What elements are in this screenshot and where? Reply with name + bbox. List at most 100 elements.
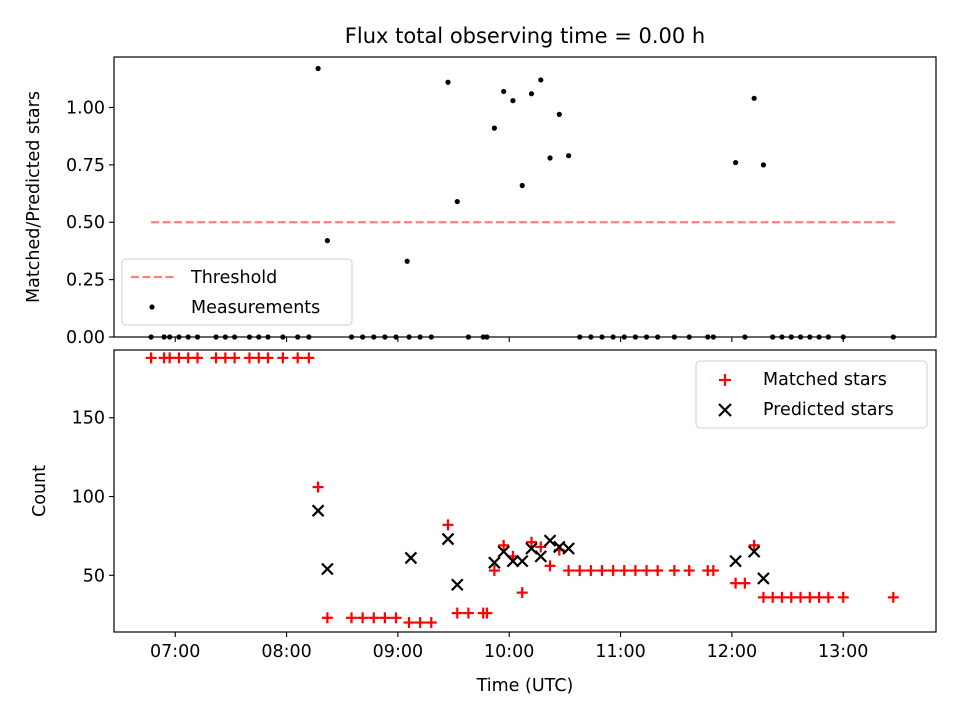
top-y-tick-label: 0.75 (66, 156, 105, 176)
bottom-y-tick-label: 50 (83, 566, 105, 586)
predicted-star-point (311, 504, 325, 517)
x-axis-label: Time (UTC) (476, 676, 574, 696)
matched-star-point (707, 565, 719, 577)
bottom-x-tick-label: 12:00 (707, 642, 757, 662)
matched-star-point (357, 612, 369, 624)
legend-measurements-label: Measurements (191, 298, 320, 318)
matched-star-point (730, 577, 742, 589)
top-y-tick-label: 0.00 (66, 328, 105, 348)
matched-star-point (535, 541, 547, 553)
matched-star-point (425, 617, 437, 629)
bottom-legend-box (695, 360, 928, 429)
legend-threshold-label: Threshold (190, 268, 277, 288)
matched-star-point (641, 565, 653, 577)
top-y-tick-label: 1.00 (66, 98, 105, 118)
matched-star-point (462, 607, 474, 619)
matched-star-point (262, 352, 274, 364)
bottom-x-tick-label: 11:00 (595, 642, 645, 662)
matched-star-point (414, 617, 426, 629)
matched-star-point (481, 607, 493, 619)
matched-star-point (292, 352, 304, 364)
bottom-legend: Matched stars Predicted stars (695, 360, 928, 429)
matched-star-point (312, 481, 324, 493)
top-panel: 0.00 0.25 0.50 0.75 1.00 Matched/Predicted s… (24, 56, 937, 348)
matched-star-point (229, 352, 241, 364)
predicted-star-point (515, 554, 529, 568)
matched-star-point (498, 539, 510, 551)
matched-star-point (346, 612, 358, 624)
bottom-x-tick-label: 07:00 (150, 642, 200, 662)
measurement-point (510, 98, 516, 104)
measurement-point (751, 95, 757, 101)
predicted-star-point (534, 550, 548, 563)
matched-star-point (451, 607, 463, 619)
bottom-x-ticks: 07:00 08:00 09:00 10:00 11:00 12:00 13:00 (150, 632, 868, 662)
matched-star-point (390, 612, 402, 624)
matched-star-point (544, 560, 556, 572)
matched-star-point (813, 591, 825, 603)
predicted-star-point (321, 562, 334, 576)
legend-predicted-swatch (718, 403, 732, 417)
measurement-point (566, 153, 572, 159)
predicted-star-point (488, 556, 501, 569)
bottom-x-tick-label: 09:00 (373, 642, 423, 662)
top-y-ticks: 0.00 0.25 0.50 0.75 1.00 (66, 98, 114, 348)
matched-star-point (488, 565, 500, 577)
matched-star-point (585, 565, 597, 577)
matched-star-point (668, 565, 680, 577)
top-plot-frame (113, 56, 937, 338)
matched-star-point (748, 539, 760, 551)
legend-predicted-label: Predicted stars (763, 400, 894, 420)
matched-star-point (785, 591, 797, 603)
measurement-point (501, 88, 507, 95)
bottom-panel: 50 100 150 07:00 08:00 09:00 10:00 11:00 12:00 1… (30, 349, 937, 696)
matched-star-point (887, 591, 899, 603)
matched-star-point (321, 612, 333, 624)
matched-star-point (191, 352, 203, 364)
predicted-star-point (441, 532, 455, 546)
measurement-point (538, 77, 544, 83)
matched-star-point (442, 519, 454, 531)
predicted-star-point (747, 545, 761, 558)
matched-star-point (563, 565, 575, 577)
measurement-point (315, 65, 321, 72)
matched-star-point (219, 352, 231, 364)
matched-star-point (837, 591, 849, 603)
matched-star-point (739, 577, 751, 589)
matched-star-point (652, 565, 664, 577)
matched-star-point (368, 612, 380, 624)
matched-star-point (182, 352, 194, 364)
bottom-x-tick-label: 10:00 (484, 642, 534, 662)
predicted-star-point (404, 551, 418, 565)
matched-star-point (379, 612, 391, 624)
measurement-point (528, 91, 535, 97)
matched-star-point (618, 565, 630, 577)
matched-star-point (403, 617, 415, 629)
predicted-star-point (450, 578, 464, 592)
matched-star-point (516, 587, 528, 599)
top-legend-box (121, 258, 353, 326)
matched-star-point (804, 591, 816, 603)
matched-star-point (145, 352, 157, 364)
predicted-star-point (757, 572, 770, 585)
predicted-star-point (562, 542, 575, 555)
predicted-star-point (729, 554, 742, 568)
measurement-point (733, 159, 739, 166)
measurement-point (556, 111, 562, 117)
top-y-tick-label: 0.50 (66, 213, 105, 233)
predicted-star-point (543, 534, 557, 547)
bottom-y-tick-label: 150 (72, 409, 105, 429)
measurement-point (760, 162, 767, 168)
matched-star-point (767, 591, 779, 603)
legend-matched-label: Matched stars (763, 370, 887, 390)
matched-star-point (776, 591, 788, 603)
matched-star-point (164, 352, 176, 364)
matched-star-point (795, 591, 807, 603)
matched-star-point (277, 352, 289, 364)
matched-star-point (525, 536, 537, 548)
matched-star-point (303, 352, 315, 364)
legend-matched-swatch (719, 374, 731, 386)
predicted-star-point (506, 554, 520, 568)
matched-star-point (173, 352, 185, 364)
bottom-plot-frame (113, 349, 937, 633)
